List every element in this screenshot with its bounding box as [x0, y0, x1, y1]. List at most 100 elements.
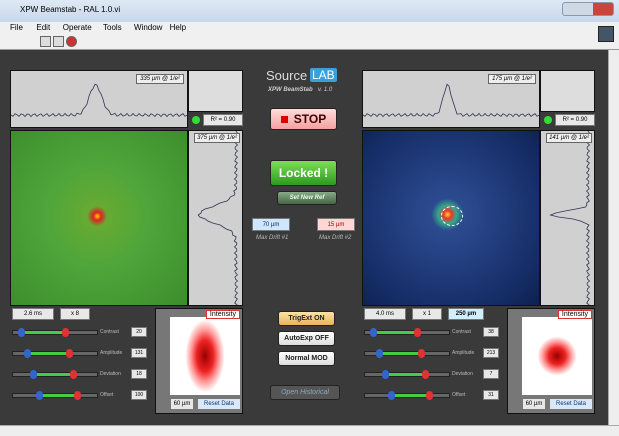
set-ref-button[interactable]: Set New Ref — [277, 191, 337, 205]
slider-knob-low[interactable] — [376, 349, 383, 358]
slider-knob-high[interactable] — [66, 349, 73, 358]
slider-label: Amplitude — [452, 350, 475, 356]
r2-control[interactable]: R² = 0.90 — [555, 114, 595, 126]
slider-track[interactable] — [12, 372, 98, 377]
slider-knob-high[interactable] — [62, 328, 69, 337]
slider-value[interactable]: 131 — [131, 348, 147, 358]
slider-label: Offset — [100, 392, 114, 398]
slider-track[interactable] — [12, 330, 98, 335]
vertical-profile: 375 µm @ 1/e² — [188, 130, 243, 306]
profile-trace — [363, 83, 539, 118]
logo-version: v. 1.0 — [318, 87, 333, 93]
menu-item[interactable]: Tools — [103, 23, 122, 32]
profile-trace — [549, 131, 591, 305]
slider-knob-low[interactable] — [382, 370, 389, 379]
fit-plot — [188, 70, 243, 112]
slider-track[interactable] — [364, 372, 450, 377]
drift1-label: Max Drift #1 — [256, 235, 289, 241]
intensity-plot: Intensity — [507, 308, 595, 414]
scale-control[interactable]: 60 µm — [522, 398, 546, 410]
camera-image — [362, 130, 540, 306]
scale-control[interactable]: 60 µm — [170, 398, 194, 410]
slider-knob-high[interactable] — [414, 328, 421, 337]
run-continuous-icon[interactable] — [53, 36, 64, 47]
slider-track[interactable] — [12, 393, 98, 398]
scrollbar[interactable] — [608, 50, 619, 425]
reset-button[interactable]: Reset Data — [197, 398, 241, 410]
slider-knob-low[interactable] — [30, 370, 37, 379]
autoexp-button[interactable]: AutoExp OFF — [278, 331, 335, 346]
horizontal-profile: 335 µm @ 1/e² — [10, 70, 188, 128]
slider-knob-low[interactable] — [370, 328, 377, 337]
mode-button[interactable]: Normal MOD — [278, 351, 335, 366]
slider-value[interactable]: 213 — [483, 348, 499, 358]
vertical-profile: 141 µm @ 1/e² — [540, 130, 595, 306]
slider-track[interactable] — [12, 351, 98, 356]
trace-line — [363, 83, 539, 118]
slider-value[interactable]: 100 — [131, 390, 147, 400]
reset-button[interactable]: Reset Data — [549, 398, 593, 410]
slider-knob-low[interactable] — [24, 349, 31, 358]
menu-item[interactable]: File — [10, 23, 23, 32]
slider-track[interactable] — [364, 393, 450, 398]
slider-value[interactable]: 38 — [483, 327, 499, 337]
menu-item[interactable]: Edit — [36, 23, 51, 32]
profile-trace — [11, 83, 187, 118]
slider-track[interactable] — [364, 351, 450, 356]
slider-knob-high[interactable] — [422, 370, 429, 379]
gain-control[interactable]: x 1 — [412, 308, 442, 320]
fit-ellipse — [441, 206, 463, 226]
trace-line — [11, 83, 187, 118]
run-icon[interactable] — [40, 36, 51, 47]
stop-label: STOP — [293, 112, 327, 126]
historical-button[interactable]: Open Historical — [270, 385, 340, 400]
r2-control[interactable]: R² = 0.90 — [203, 114, 243, 126]
slider-label: Offset — [452, 392, 466, 398]
drift1-value[interactable]: 70 µm — [252, 218, 290, 231]
drift2-label: Max Drift #2 — [319, 235, 352, 241]
logo-source: Source — [266, 68, 308, 83]
menu-bar: File Edit Operate Tools Window Help — [0, 22, 619, 34]
slider-label: Contrast — [100, 329, 119, 335]
slider-label: Amplitude — [100, 350, 123, 356]
slider-label: Contrast — [452, 329, 471, 335]
slider-value[interactable]: 18 — [131, 369, 147, 379]
slider-knob-high[interactable] — [74, 391, 81, 400]
drift2-value[interactable]: 15 µm — [317, 218, 355, 231]
slider-value[interactable]: 7 — [483, 369, 499, 379]
stop-icon — [280, 115, 288, 123]
slider-value[interactable]: 31 — [483, 390, 499, 400]
gain-control[interactable]: x 8 — [60, 308, 90, 320]
logo-lab: LAB — [310, 68, 337, 82]
title-bar: XPW Beamstab - RAL 1.0.vi — [0, 0, 619, 22]
window-title: XPW Beamstab - RAL 1.0.vi — [20, 5, 121, 14]
camera-image — [10, 130, 188, 306]
stop-button[interactable]: STOP — [270, 108, 337, 130]
slider-knob-low[interactable] — [36, 391, 43, 400]
slider-knob-low[interactable] — [18, 328, 25, 337]
menu-item[interactable]: Window — [134, 23, 163, 32]
slider-label: Deviation — [452, 371, 473, 377]
roi-control[interactable]: 250 µm — [448, 308, 484, 320]
window-controls[interactable] — [562, 2, 614, 16]
v-width-label: 375 µm @ 1/e² — [194, 133, 240, 143]
slider-track[interactable] — [364, 330, 450, 335]
toolbar — [0, 26, 619, 50]
slider-knob-high[interactable] — [426, 391, 433, 400]
slider-knob-low[interactable] — [388, 391, 395, 400]
fit-led — [192, 116, 200, 124]
menu-item[interactable]: Operate — [62, 23, 92, 32]
v-width-label: 141 µm @ 1/e² — [546, 133, 592, 143]
intensity-area — [522, 317, 592, 395]
trig-button[interactable]: TrigExt ON — [278, 311, 335, 326]
slider-knob-high[interactable] — [70, 370, 77, 379]
exposure-control[interactable]: 4.0 ms — [364, 308, 406, 320]
exposure-control[interactable]: 2.6 ms — [12, 308, 54, 320]
slider-value[interactable]: 20 — [131, 327, 147, 337]
abort-icon[interactable] — [66, 36, 77, 47]
menu-item[interactable]: Help — [169, 23, 187, 32]
slider-knob-high[interactable] — [418, 349, 425, 358]
locked-button[interactable]: Locked ! — [270, 160, 337, 186]
fit-led — [544, 116, 552, 124]
